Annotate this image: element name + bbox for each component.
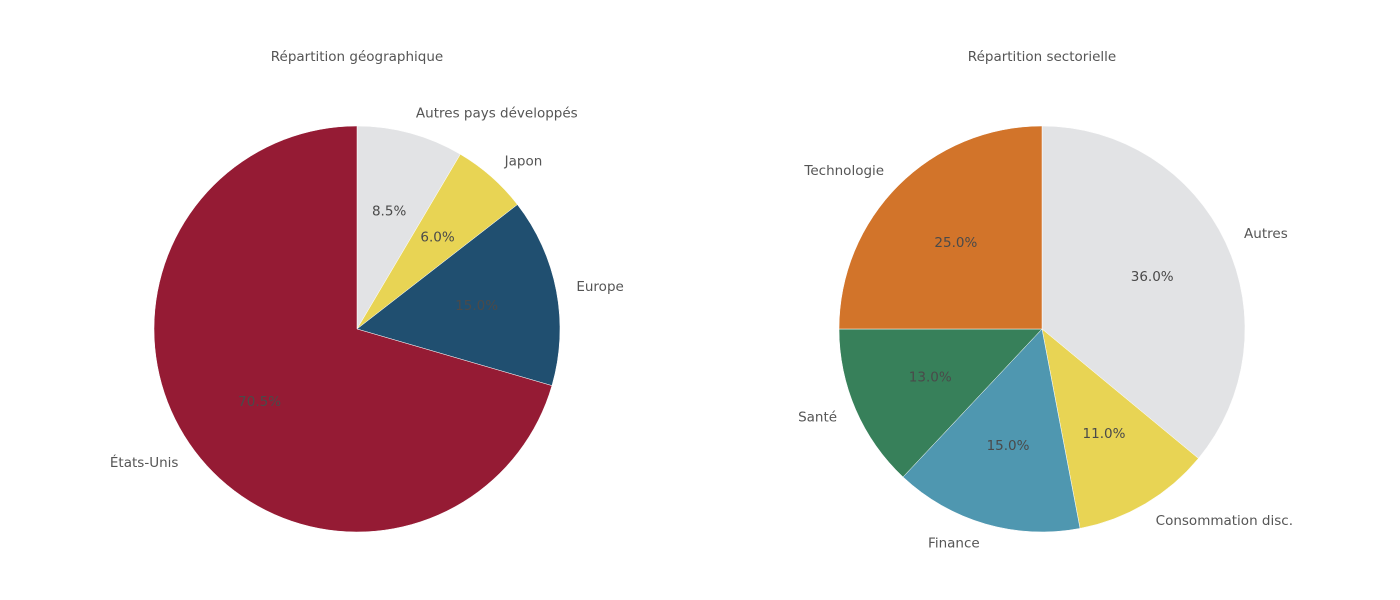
value-label: 36.0% — [1131, 269, 1174, 285]
value-label: 6.0% — [420, 230, 454, 246]
pie-slice — [356, 125, 461, 330]
pie-slice — [1041, 125, 1246, 459]
slice-label: Europe — [576, 279, 623, 295]
value-label: 8.5% — [372, 204, 406, 220]
value-label: 70.5% — [238, 394, 281, 410]
slice-label: Finance — [928, 535, 980, 551]
value-label: 15.0% — [455, 298, 498, 314]
value-label: 25.0% — [934, 235, 977, 251]
pie-slice — [838, 125, 1043, 330]
pie-slice — [153, 125, 553, 533]
pie-slice — [356, 204, 561, 386]
slice-label: Autres pays développés — [416, 106, 578, 122]
slice-label: États-Unis — [110, 454, 179, 471]
slice-label: Autres — [1244, 226, 1288, 242]
chart-title: Répartition géographique — [271, 49, 444, 65]
pie-slice — [902, 328, 1081, 533]
slice-label: Consommation disc. — [1156, 513, 1293, 529]
value-label: 11.0% — [1083, 426, 1126, 442]
pie-slice — [1041, 328, 1199, 529]
pie-slice — [838, 328, 1043, 478]
slice-label: Technologie — [803, 163, 884, 179]
slice-label: Santé — [798, 410, 837, 426]
value-label: 13.0% — [909, 369, 952, 385]
value-label: 15.0% — [987, 438, 1030, 454]
chart-title: Répartition sectorielle — [968, 49, 1116, 65]
slice-label: Japon — [504, 154, 543, 170]
